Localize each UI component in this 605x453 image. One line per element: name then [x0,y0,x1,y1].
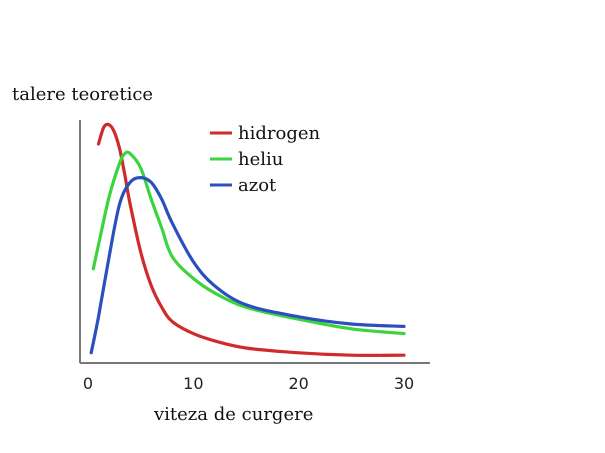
x-tick-label-3: 30 [394,374,414,393]
legend-label-hidrogen: hidrogen [238,123,320,144]
series-line-azot [89,176,406,355]
series-line-hidrogen [96,122,406,357]
legend-label-heliu: heliu [238,149,283,170]
x-tick-label-0: 0 [83,374,93,393]
series-line-heliu [91,150,406,336]
series-group [89,122,406,357]
x-ticks: 0 10 20 30 [83,374,414,393]
x-tick-label-2: 20 [288,374,308,393]
x-tick-label-1: 10 [183,374,203,393]
legend: hidrogen heliu azot [210,123,320,196]
y-axis-title: talere teoretice [12,84,153,105]
x-axis-title: viteza de curgere [153,404,313,425]
legend-label-azot: azot [238,175,277,196]
